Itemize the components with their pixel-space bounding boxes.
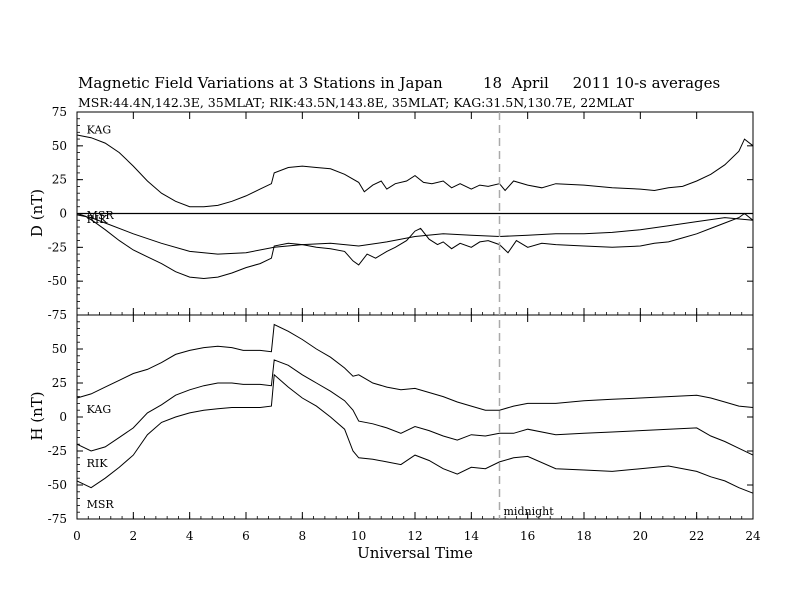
x-tick-label: 18	[576, 529, 591, 543]
y-tick-label-top: -25	[48, 240, 67, 254]
x-tick-label: 2	[130, 529, 138, 543]
x-tick-label: 22	[689, 529, 704, 543]
series-line-bottom-kag	[76, 323, 754, 411]
x-tick-label: 6	[242, 529, 250, 543]
y-tick-label-top: 25	[52, 173, 67, 187]
x-tick-label: 14	[464, 529, 480, 543]
station-label-top-rik: RIK	[87, 213, 109, 226]
x-tick-label: 0	[73, 529, 81, 543]
y-tick-label-bottom: 50	[52, 342, 67, 356]
chart-subtitle: MSR:44.4N,142.3E, 35MLAT; RIK:43.5N,143.…	[78, 95, 635, 110]
chart-title-date: 18 April 2011	[483, 74, 611, 92]
y-tick-label-bottom: 0	[59, 410, 67, 424]
plot-area: 7550250-25-50-75KAGMSRRIK50250-25-50-75K…	[48, 105, 761, 543]
chart-title-note: 10-s averages	[615, 74, 720, 92]
y-tick-label-top: 0	[59, 207, 67, 221]
y-tick-label-top: 75	[52, 105, 67, 119]
y-tick-label-top: -50	[48, 274, 67, 288]
series-line-top-rik	[76, 214, 754, 255]
station-label-top-msr: MSR	[87, 209, 115, 222]
x-tick-label: 16	[520, 529, 535, 543]
x-tick-label: 12	[407, 529, 422, 543]
x-tick-label: 24	[745, 529, 761, 543]
series-line-bottom-rik	[76, 359, 754, 456]
y-tick-label-bottom: -75	[48, 512, 67, 526]
x-tick-label: 20	[633, 529, 648, 543]
y-tick-label-top: -75	[48, 308, 67, 322]
station-label-bottom-kag: KAG	[87, 403, 112, 416]
panel-frame-bottom	[76, 314, 754, 520]
chart-title: Magnetic Field Variations at 3 Stations …	[78, 74, 443, 92]
y-axis-label-top: D (nT)	[28, 189, 46, 237]
x-tick-label: 8	[299, 529, 307, 543]
station-label-top-kag: KAG	[87, 124, 112, 137]
y-tick-label-bottom: -50	[48, 478, 67, 492]
y-axis-label-bottom: H (nT)	[28, 391, 46, 440]
station-label-bottom-rik: RIK	[87, 457, 109, 470]
y-tick-label-top: 50	[52, 139, 67, 153]
midnight-label: midnight	[504, 505, 555, 518]
y-tick-label-bottom: -25	[48, 444, 67, 458]
y-tick-label-bottom: 25	[52, 376, 67, 390]
x-axis-label: Universal Time	[357, 544, 473, 562]
series-line-bottom-msr	[76, 373, 754, 494]
series-line-top-msr	[76, 212, 754, 280]
series-line-top-kag	[76, 134, 754, 208]
station-label-bottom-msr: MSR	[87, 498, 115, 511]
x-tick-label: 4	[186, 529, 194, 543]
x-tick-label: 10	[351, 529, 366, 543]
